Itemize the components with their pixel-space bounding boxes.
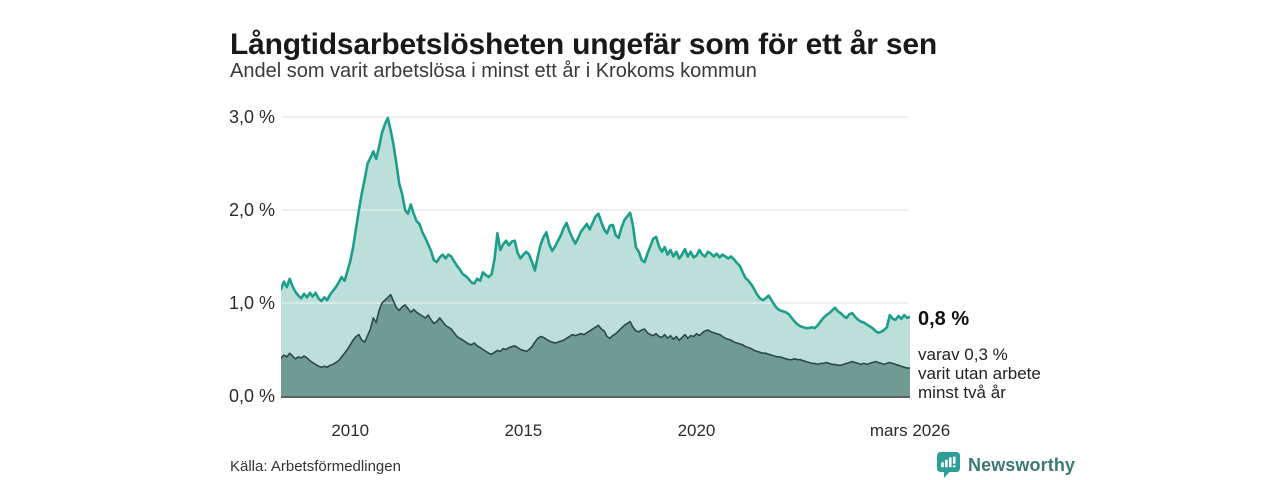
y-axis-label: 0,0 % <box>228 386 275 406</box>
x-axis-label: 2015 <box>504 421 543 440</box>
area-chart-plot <box>281 116 910 398</box>
page-title: Långtidsarbetslösheten ungefär som för e… <box>230 28 938 62</box>
chart-subtitle: Andel som varit arbetslösa i minst ett å… <box>230 60 757 82</box>
source-label: Källa: Arbetsförmedlingen <box>230 458 401 475</box>
y-axis-label: 3,0 % <box>228 107 275 127</box>
x-axis-label: 2010 <box>331 421 370 440</box>
latest-note-annotation: varav 0,3 % varit utan arbete minst två … <box>918 345 1041 402</box>
x-axis-label: 2020 <box>677 421 716 440</box>
newsworthy-logo-icon <box>937 452 960 478</box>
x-axis-label: mars 2026 <box>869 421 951 440</box>
newsworthy-branding: Newsworthy <box>936 451 1075 479</box>
latest-value-annotation: 0,8 % <box>918 308 970 330</box>
y-axis-label: 2,0 % <box>228 200 275 220</box>
newsworthy-wordmark: Newsworthy <box>968 454 1076 475</box>
y-axis-label: 1,0 % <box>228 293 275 313</box>
